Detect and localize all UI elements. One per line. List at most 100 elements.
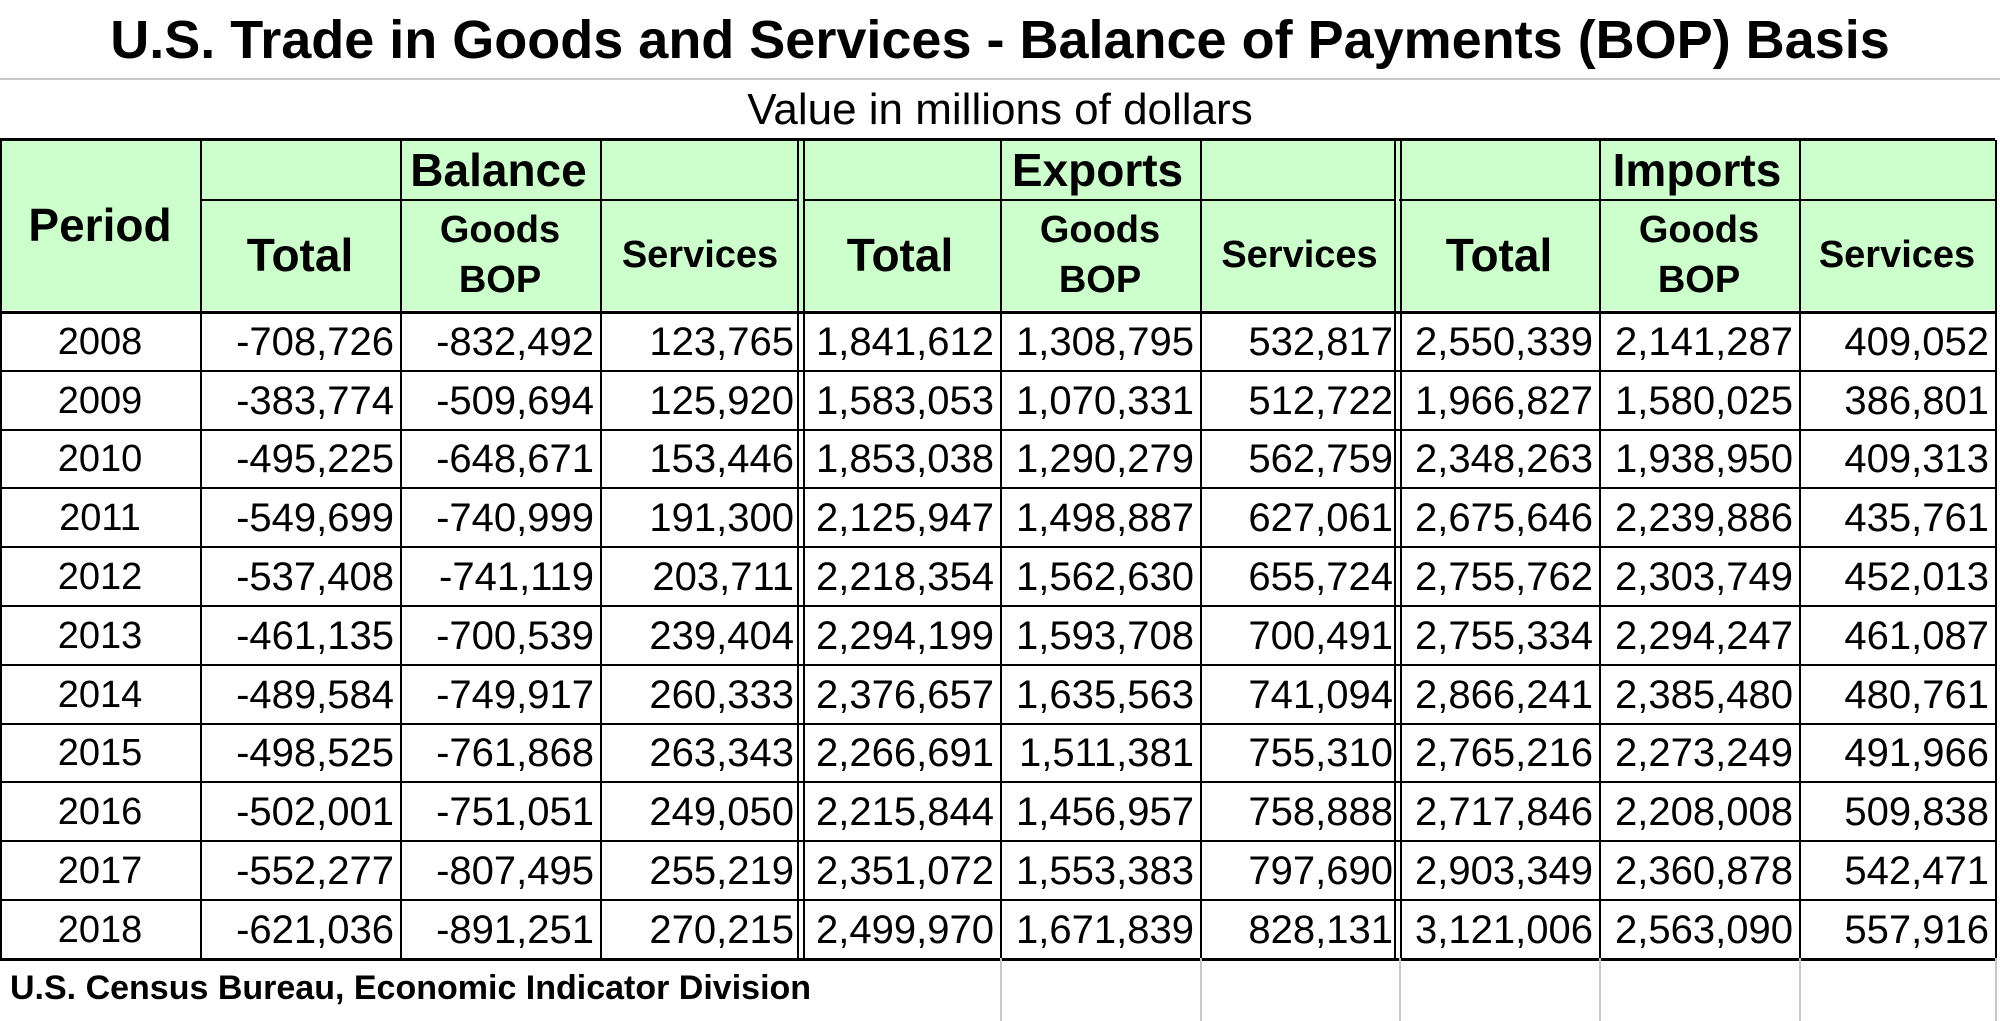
value-cell: -502,001 bbox=[236, 790, 394, 835]
value-cell: 758,888 bbox=[1248, 790, 1393, 835]
source-footer: U.S. Census Bureau, Economic Indicator D… bbox=[10, 969, 812, 1007]
value-cell: 2,266,691 bbox=[816, 731, 994, 776]
value-cell: 2,141,287 bbox=[1615, 319, 1793, 364]
value-cell: 1,511,381 bbox=[1019, 731, 1194, 776]
value-cell: 2,765,216 bbox=[1415, 731, 1593, 776]
row-line bbox=[0, 428, 1995, 431]
value-cell: 2,866,241 bbox=[1415, 672, 1593, 717]
value-cell: 2,348,263 bbox=[1415, 437, 1593, 482]
grid-line bbox=[0, 78, 2000, 80]
imports-services-header: Services bbox=[1818, 233, 1976, 276]
border-line bbox=[803, 199, 1395, 201]
row-line bbox=[0, 781, 1995, 784]
value-cell: -495,225 bbox=[236, 437, 394, 482]
value-cell: 2,273,249 bbox=[1615, 731, 1793, 776]
value-cell: 512,722 bbox=[1248, 378, 1393, 423]
value-cell: 203,711 bbox=[652, 555, 794, 600]
value-cell: -708,726 bbox=[236, 319, 394, 364]
row-line bbox=[0, 369, 1995, 372]
imports-total-header: Total bbox=[1445, 229, 1553, 281]
value-cell: 627,061 bbox=[1248, 496, 1393, 541]
row-line bbox=[0, 899, 1995, 901]
balance-services-header: Services bbox=[621, 233, 779, 276]
value-cell: 2,675,646 bbox=[1415, 496, 1593, 541]
value-cell: 409,052 bbox=[1844, 319, 1989, 364]
value-cell: 700,491 bbox=[1248, 613, 1393, 658]
value-cell: -741,119 bbox=[439, 555, 594, 600]
value-cell: 461,087 bbox=[1844, 613, 1989, 658]
value-cell: -749,917 bbox=[436, 672, 594, 717]
value-cell: -498,525 bbox=[236, 731, 394, 776]
bop-label: BOP bbox=[458, 259, 542, 301]
value-cell: 755,310 bbox=[1248, 731, 1393, 776]
goods-label: Goods bbox=[439, 209, 561, 251]
value-cell: -383,774 bbox=[236, 378, 394, 423]
value-cell: 1,562,630 bbox=[1016, 555, 1194, 600]
value-cell: 2,294,199 bbox=[816, 613, 994, 658]
value-cell: -740,999 bbox=[436, 496, 594, 541]
value-cell: -807,495 bbox=[436, 849, 594, 894]
period-cell: 2013 bbox=[57, 614, 143, 657]
grid-line bbox=[1200, 958, 1202, 1021]
value-cell: 123,765 bbox=[649, 319, 794, 364]
value-cell: 1,290,279 bbox=[1016, 437, 1194, 482]
value-cell: 260,333 bbox=[649, 672, 794, 717]
value-cell: 2,303,749 bbox=[1615, 555, 1793, 600]
grid-line bbox=[1399, 958, 1401, 1021]
value-cell: 2,294,247 bbox=[1615, 613, 1793, 658]
value-cell: 1,580,025 bbox=[1615, 378, 1793, 423]
value-cell: 2,385,480 bbox=[1615, 672, 1793, 717]
value-cell: 2,499,970 bbox=[816, 907, 994, 952]
value-cell: 557,916 bbox=[1844, 907, 1989, 952]
value-cell: 435,761 bbox=[1844, 496, 1989, 541]
value-cell: 386,801 bbox=[1844, 378, 1989, 423]
value-cell: 532,817 bbox=[1248, 319, 1393, 364]
period-cell: 2014 bbox=[57, 673, 143, 716]
value-cell: 153,446 bbox=[649, 437, 794, 482]
value-cell: 1,853,038 bbox=[816, 437, 994, 482]
value-cell: 1,553,383 bbox=[1016, 849, 1194, 894]
period-cell: 2016 bbox=[57, 791, 143, 834]
value-cell: 480,761 bbox=[1844, 672, 1989, 717]
grid-line bbox=[1000, 958, 1002, 1021]
row-line bbox=[0, 605, 1995, 607]
value-cell: -552,277 bbox=[236, 849, 394, 894]
period-cell: 2008 bbox=[57, 320, 143, 363]
value-cell: 2,215,844 bbox=[816, 790, 994, 835]
column-line bbox=[1995, 140, 1997, 958]
period-header: Period bbox=[28, 199, 172, 251]
page-subtitle: Value in millions of dollars bbox=[747, 85, 1253, 134]
page-title: U.S. Trade in Goods and Services - Balan… bbox=[110, 10, 1890, 70]
value-cell: -537,408 bbox=[236, 555, 394, 600]
row-line bbox=[0, 546, 1995, 549]
balance-goods-bop-header: Goods BOP bbox=[400, 200, 600, 310]
value-cell: 1,635,563 bbox=[1016, 672, 1194, 717]
imports-group-header: Imports bbox=[1612, 144, 1782, 196]
value-cell: 249,050 bbox=[649, 790, 794, 835]
period-cell: 2011 bbox=[59, 497, 141, 540]
column-line bbox=[1599, 140, 1601, 958]
value-cell: 270,215 bbox=[649, 907, 794, 952]
value-cell: -509,694 bbox=[436, 378, 594, 423]
value-cell: 191,300 bbox=[649, 496, 794, 541]
column-line bbox=[200, 140, 202, 958]
exports-group-header: Exports bbox=[1011, 144, 1184, 196]
column-line bbox=[400, 140, 402, 958]
group-separator bbox=[1400, 140, 1402, 958]
value-cell: -461,135 bbox=[236, 613, 394, 658]
value-cell: -700,539 bbox=[436, 613, 594, 658]
value-cell: 1,070,331 bbox=[1016, 378, 1194, 423]
column-line bbox=[0, 140, 2, 958]
header-band bbox=[0, 140, 1995, 310]
bop-label: BOP bbox=[1058, 259, 1142, 301]
group-separator bbox=[1394, 140, 1396, 958]
border-line bbox=[200, 199, 797, 201]
value-cell: 562,759 bbox=[1248, 437, 1393, 482]
column-line bbox=[1200, 140, 1202, 958]
imports-goods-bop-header: Goods BOP bbox=[1599, 200, 1799, 310]
value-cell: 1,966,827 bbox=[1415, 378, 1593, 423]
value-cell: 741,094 bbox=[1248, 672, 1393, 717]
value-cell: 797,690 bbox=[1248, 849, 1393, 894]
period-cell: 2010 bbox=[57, 438, 143, 481]
value-cell: -761,868 bbox=[436, 731, 594, 776]
